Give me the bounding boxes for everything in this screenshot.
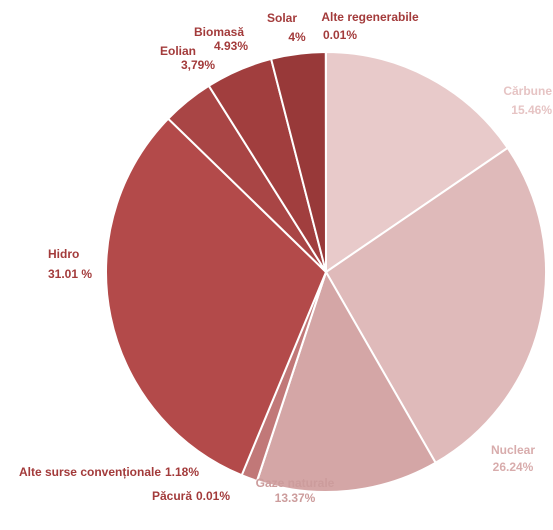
slice-label: Cărbune xyxy=(503,84,552,98)
slice-label: Solar xyxy=(267,11,297,25)
slice-label: Gaze naturale xyxy=(256,476,335,490)
slice-value-label: 1.18% xyxy=(165,465,199,479)
pie-slice xyxy=(324,146,547,465)
slice-value-label: 3,79% xyxy=(181,58,215,72)
pie-slice xyxy=(105,117,328,477)
slice-value-label: 13.37% xyxy=(275,491,316,505)
pie-slice xyxy=(255,269,437,493)
slice-value-label: 15.46% xyxy=(511,103,552,117)
slice-label: Păcură xyxy=(152,489,192,503)
slice-label: Nuclear xyxy=(491,443,535,457)
slice-label: Alte regenerabile xyxy=(321,10,419,24)
slice-value-label: 4% xyxy=(288,30,306,44)
slice-label: Alte surse convenționale xyxy=(19,465,161,479)
slice-value-label: 26.24% xyxy=(493,460,534,474)
slice-label: Eolian xyxy=(160,44,196,58)
pie-slice xyxy=(325,50,510,274)
slice-value-label: 0.01% xyxy=(196,489,230,503)
slice-value-label: 4.93% xyxy=(214,39,248,53)
slice-value-label: 0.01% xyxy=(323,28,357,42)
slice-value-label: 31.01 % xyxy=(48,267,92,281)
slice-label: Biomasă xyxy=(194,25,244,39)
slice-label: Hidro xyxy=(48,247,79,261)
